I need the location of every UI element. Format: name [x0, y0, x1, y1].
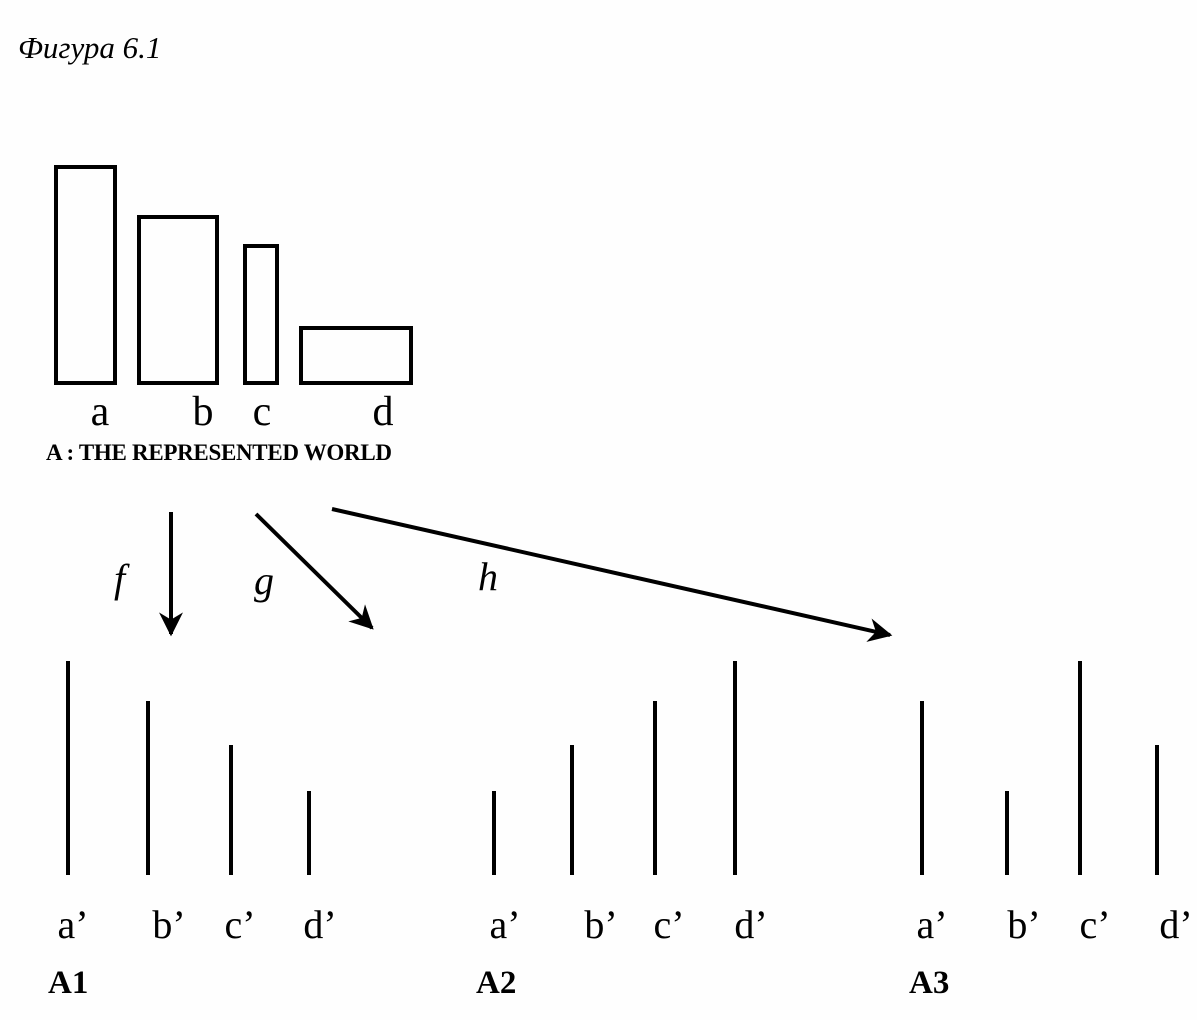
representation-a1: a’ b’ c’ d’ A1 — [48, 661, 337, 1001]
representation-groups: a’ b’ c’ d’ A1 a’ b’ c’ d’ A2 a’ b’ c’ d’ A3 — [48, 661, 1193, 1001]
bar-label-a1-d: d’ — [303, 902, 336, 947]
bar-label-a3-d: d’ — [1159, 902, 1192, 947]
group-name-a1: A1 — [48, 965, 88, 1001]
world-box-b — [137, 215, 219, 385]
world-box-a — [54, 165, 117, 385]
world-box-c — [243, 244, 279, 385]
group-name-a2: A2 — [476, 965, 516, 1001]
bar-label-a3-c: c’ — [1079, 902, 1110, 947]
represented-world-caption: A : THE REPRESENTED WORLD — [46, 440, 392, 465]
figure-title: Фигура 6.1 — [18, 30, 161, 65]
bar-label-a2-a: a’ — [489, 902, 520, 947]
group-name-a3: A3 — [909, 965, 949, 1001]
mapping-label-f: f — [114, 556, 130, 601]
representation-a3: a’ b’ c’ d’ A3 — [909, 661, 1193, 1001]
world-label-a: a — [91, 389, 110, 435]
mapping-arrow-h — [331, 507, 893, 642]
bar-label-a3-b: b’ — [1007, 902, 1040, 947]
bar-label-a1-a: a’ — [57, 902, 88, 947]
world-box-d — [299, 326, 413, 385]
bar-label-a1-b: b’ — [152, 902, 185, 947]
bar-label-a2-d: d’ — [734, 902, 767, 947]
bar-label-a2-c: c’ — [653, 902, 684, 947]
world-label-c: c — [253, 389, 272, 435]
mapping-label-h: h — [478, 554, 498, 599]
mapping-label-g: g — [254, 558, 274, 603]
representation-a2: a’ b’ c’ d’ A2 — [476, 661, 768, 1001]
mapping-arrows — [159, 507, 893, 642]
bar-label-a1-c: c’ — [224, 902, 255, 947]
world-label-d: d — [373, 389, 394, 435]
bar-label-a2-b: b’ — [584, 902, 617, 947]
world-label-b: b — [193, 389, 214, 435]
bar-label-a3-a: a’ — [916, 902, 947, 947]
mapping-arrow-g — [254, 512, 374, 630]
